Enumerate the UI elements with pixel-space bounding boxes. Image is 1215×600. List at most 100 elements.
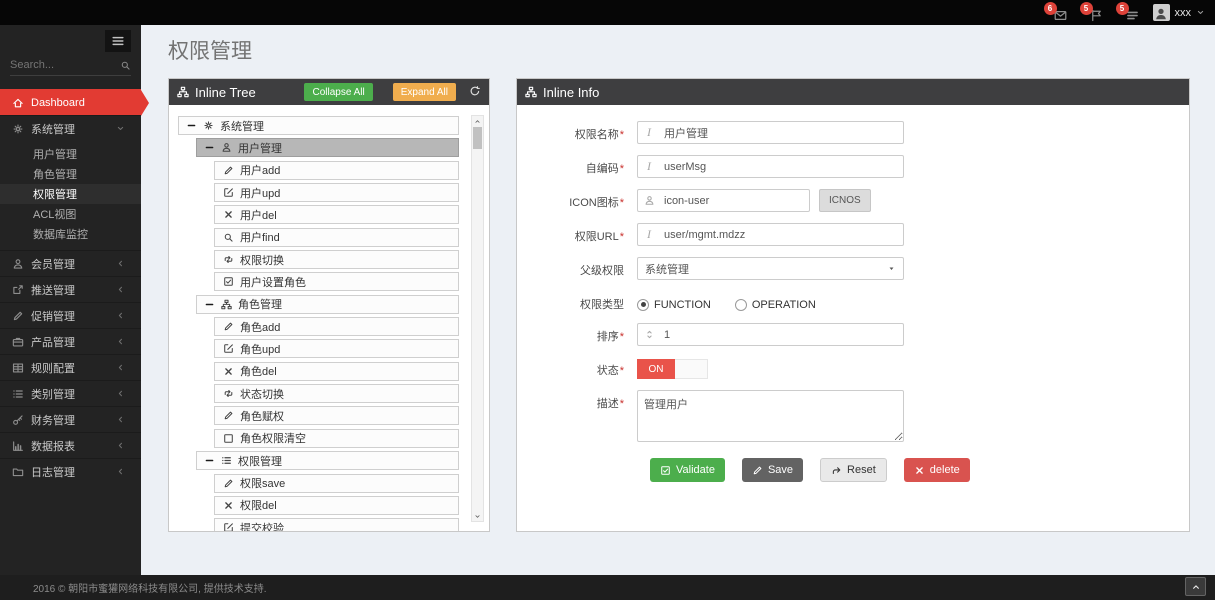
envelope-notifications[interactable]: 6	[1043, 0, 1069, 25]
tree-node[interactable]: 角色权限清空	[214, 428, 459, 448]
sidebar-item-label: 数据报表	[31, 440, 75, 453]
tree-node[interactable]: 权限管理	[196, 451, 459, 471]
sidebar-item-list[interactable]: 类别管理	[0, 380, 141, 406]
radio-function[interactable]: FUNCTION	[637, 298, 711, 311]
sidebar-item-label: 日志管理	[31, 466, 75, 479]
collapse-minus-icon[interactable]	[204, 299, 215, 310]
icnos-button[interactable]: ICNOS	[819, 189, 871, 212]
sidebar-subitem[interactable]: 角色管理	[33, 169, 77, 181]
tree-node[interactable]: 角色赋权	[214, 406, 459, 426]
sidebar-item-user[interactable]: 会员管理	[0, 250, 141, 276]
copyright-text: 2016 © 朝阳市蜜獾网络科技有限公司, 提供技术支持.	[33, 584, 267, 595]
permission-icon-input[interactable]	[637, 189, 810, 212]
tree-node[interactable]: 角色管理	[196, 294, 459, 314]
permission-type-group: FUNCTION OPERATION	[637, 291, 904, 312]
sidebar-item-folder[interactable]: 日志管理	[0, 458, 141, 484]
permission-url-input[interactable]	[637, 223, 904, 246]
scrollbar-up-icon[interactable]	[472, 116, 483, 126]
footer: 2016 © 朝阳市蜜獾网络科技有限公司, 提供技术支持.	[0, 575, 1215, 600]
parent-permission-select[interactable]: 系统管理	[637, 257, 904, 280]
sidebar-subitem[interactable]: 用户管理	[33, 149, 77, 161]
tree-node[interactable]: 角色del	[214, 361, 459, 381]
status-toggle[interactable]: ON	[637, 359, 708, 379]
search-icon[interactable]	[120, 60, 131, 71]
tree-list: 系统管理 用户管理 用户add 用户upd 用户del 用户find 权限切换 用户设置角色角…	[178, 116, 459, 531]
sidebar-item-key[interactable]: 财务管理	[0, 406, 141, 432]
description-textarea[interactable]: 管理用户	[637, 390, 904, 442]
pencil-icon	[222, 321, 235, 332]
badge-count: 6	[1043, 2, 1057, 15]
tree-node[interactable]: 用户设置角色	[214, 272, 459, 292]
tree-node[interactable]: 状态切换	[214, 384, 459, 404]
required-marker: *	[619, 197, 624, 209]
field-label: 状态*	[596, 365, 624, 377]
tree-node[interactable]: 角色upd	[214, 339, 459, 359]
collapse-minus-icon[interactable]	[204, 455, 215, 466]
tree-node[interactable]: 角色add	[214, 317, 459, 337]
chevron-left-icon	[112, 363, 128, 372]
search-input[interactable]	[10, 59, 120, 71]
tree-node[interactable]: 权限del	[214, 495, 459, 515]
tree-node[interactable]: 用户del	[214, 205, 459, 225]
collapse-minus-icon[interactable]	[186, 120, 197, 131]
user-menu[interactable]: xxx	[1152, 4, 1206, 21]
tree-node[interactable]: 权限save	[214, 473, 459, 493]
tree-node[interactable]: 用户find	[214, 227, 459, 247]
tree-node[interactable]: 用户upd	[214, 183, 459, 203]
tree-node[interactable]: 用户管理	[196, 138, 459, 158]
inline-tree-title: Inline Tree	[195, 84, 256, 100]
refresh-tree-button[interactable]	[469, 85, 481, 100]
sidebar-item-cogs[interactable]: 系统管理	[0, 115, 141, 141]
user-icon	[10, 258, 26, 270]
page-title: 权限管理	[168, 40, 252, 63]
scroll-top-button[interactable]	[1185, 577, 1206, 596]
tree-node-label: 角色del	[240, 366, 277, 379]
sidebar-item-home[interactable]: Dashboard	[0, 89, 149, 116]
sidebar-item-briefcase[interactable]: 产品管理	[0, 328, 141, 354]
validate-button[interactable]: Validate	[650, 458, 725, 482]
user-icon	[220, 142, 233, 153]
collapse-minus-icon[interactable]	[204, 142, 215, 153]
tree-node[interactable]: 用户add	[214, 160, 459, 180]
sidebar-item-pencil[interactable]: 促销管理	[0, 302, 141, 328]
flag-notifications[interactable]: 5	[1079, 0, 1105, 25]
chevron-left-icon	[112, 467, 128, 476]
save-button[interactable]: Save	[741, 458, 804, 482]
tree-node[interactable]: 提交校验	[214, 518, 459, 531]
scrollbar-down-icon[interactable]	[472, 511, 483, 521]
expand-all-button[interactable]: Expand All	[392, 83, 456, 101]
sort-order-input[interactable]	[637, 323, 904, 346]
tree-node-label: 系统管理	[220, 120, 264, 133]
tasks-notifications[interactable]: 5	[1115, 0, 1141, 25]
sidebar-item-share[interactable]: 推送管理	[0, 276, 141, 302]
chevron-left-icon	[112, 311, 128, 320]
reset-button[interactable]: Reset	[820, 458, 887, 482]
tree-node-label: 权限del	[240, 500, 277, 513]
pencil-icon	[222, 410, 235, 421]
scrollbar-thumb[interactable]	[473, 127, 482, 149]
sidebar-toggle-button[interactable]	[105, 30, 131, 52]
sidebar-subitem[interactable]: 数据库监控	[33, 229, 88, 241]
sidebar-subitem[interactable]: ACL视图	[33, 209, 77, 221]
tree-node[interactable]: 权限切换	[214, 250, 459, 270]
delete-button[interactable]: delete	[903, 458, 970, 482]
collapse-all-button[interactable]: Collapse All	[304, 83, 373, 101]
sidebar-item-label: 财务管理	[31, 414, 75, 427]
sidebar-item-label: 促销管理	[31, 310, 75, 323]
briefcase-icon	[10, 336, 26, 348]
retweet-icon	[222, 388, 235, 399]
list-icon	[220, 455, 233, 466]
sidebar-item-table[interactable]: 规则配置	[0, 354, 141, 380]
tree-node[interactable]: 系统管理	[178, 116, 459, 135]
sidebar-item-chart[interactable]: 数据报表	[0, 432, 141, 458]
permission-code-input[interactable]	[637, 155, 904, 178]
sidebar-subitem[interactable]: 权限管理	[0, 184, 141, 204]
field-label: 排序*	[596, 331, 624, 343]
chevron-up-icon	[1191, 582, 1201, 592]
field-label: 描述*	[596, 398, 624, 410]
permission-name-input[interactable]	[637, 121, 904, 144]
inline-tree-panel: Inline Tree Collapse All Expand All 系统管理…	[168, 78, 490, 532]
chevron-left-icon	[112, 259, 128, 268]
tree-scrollbar[interactable]	[471, 115, 484, 522]
radio-operation[interactable]: OPERATION	[734, 298, 816, 311]
